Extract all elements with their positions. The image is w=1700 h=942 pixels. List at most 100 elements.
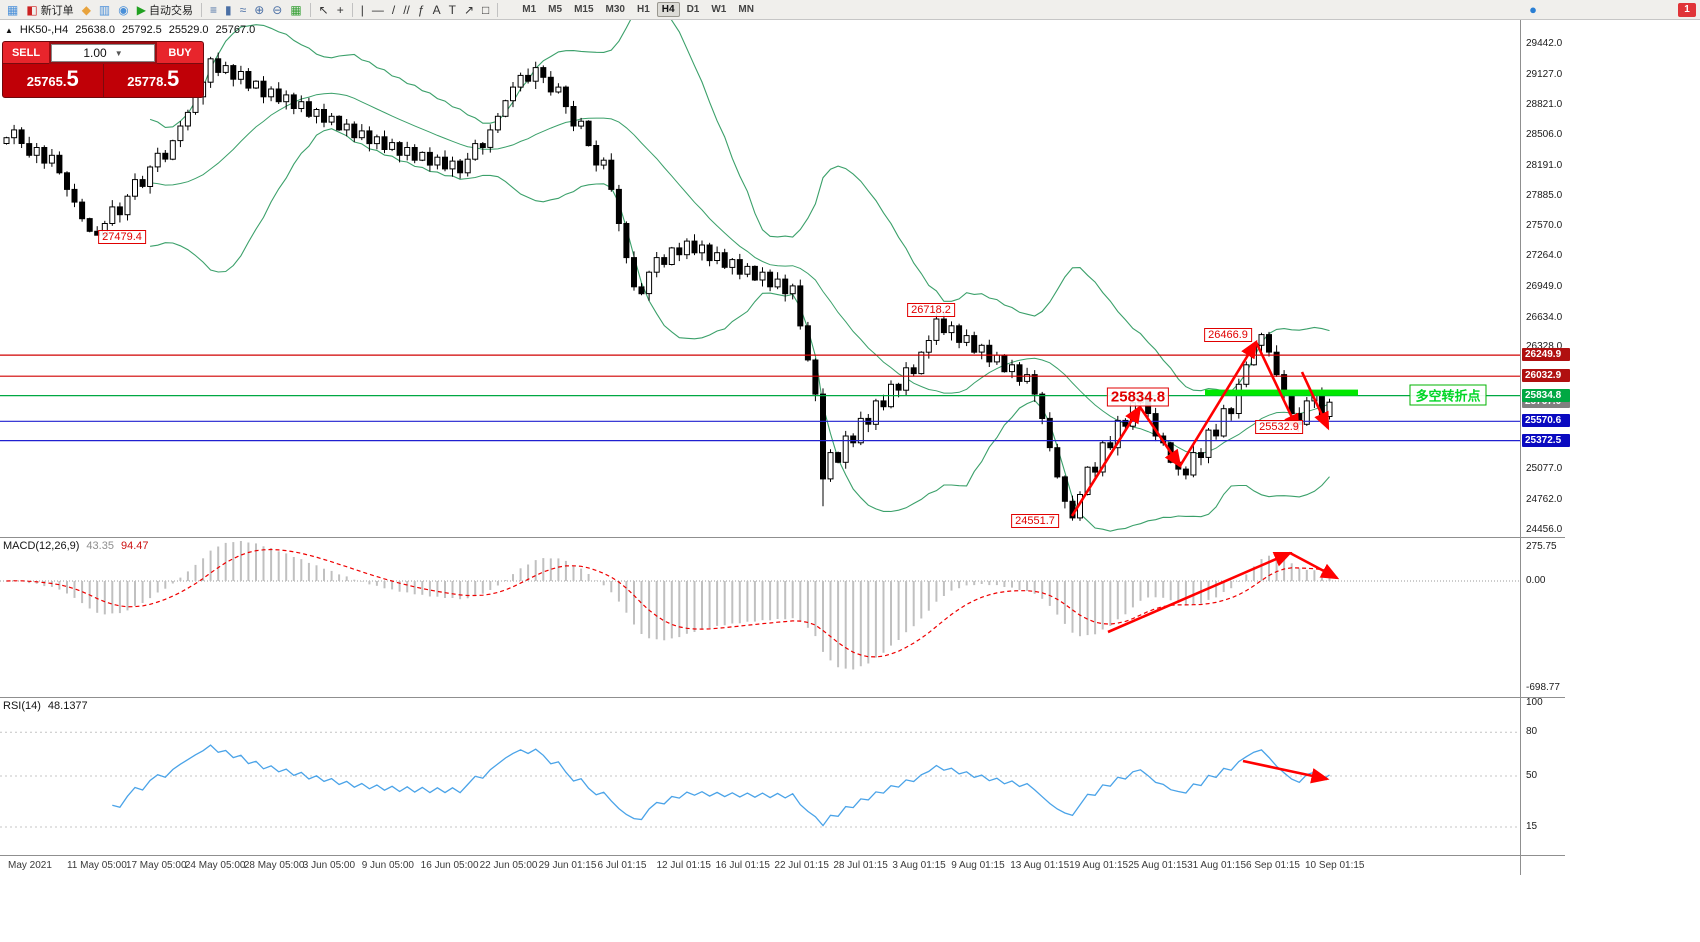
- ohlc-high: 25792.5: [121, 24, 162, 36]
- tile-windows-icon[interactable]: ▦: [286, 1, 305, 19]
- cursor-icon: ↖: [318, 2, 329, 17]
- time-axis-label: 31 Aug 01:15: [1187, 860, 1247, 871]
- community-icon[interactable]: ●: [1529, 2, 1537, 17]
- panel-divider: [0, 537, 1565, 538]
- market-watch-icon[interactable]: ▥: [95, 1, 114, 19]
- price-chart[interactable]: [0, 20, 1520, 537]
- candlestick-chart-icon[interactable]: ▮: [221, 1, 236, 19]
- rsi-axis-label: 15: [1526, 821, 1538, 832]
- toolbar-separator: [497, 2, 499, 17]
- horizontal-line-icon[interactable]: —: [368, 1, 388, 19]
- candles: [3, 52, 1333, 521]
- zoom-out-icon[interactable]: ⊖: [268, 1, 286, 19]
- shapes-icon[interactable]: □: [478, 1, 493, 19]
- text-icon[interactable]: A: [429, 1, 445, 19]
- time-axis-label: 29 Jun 01:15: [538, 860, 597, 871]
- price-axis-label: 27264.0: [1526, 250, 1563, 262]
- trendline-icon[interactable]: /: [388, 1, 399, 19]
- timeframe-h1[interactable]: H1: [636, 4, 650, 15]
- arrow-tool-icon[interactable]: ↗: [460, 1, 478, 19]
- timeframe-w1[interactable]: W1: [711, 4, 727, 15]
- vertical-line-icon[interactable]: |: [357, 1, 368, 19]
- macd-histogram: [13, 541, 1331, 670]
- timeframe-m30[interactable]: M30: [605, 4, 625, 15]
- buy-button[interactable]: BUY: [157, 42, 203, 64]
- toolbar-separator: [200, 2, 202, 17]
- zoom-out-icon: ⊖: [272, 2, 283, 17]
- macd-axis-label: 275.75: [1526, 541, 1557, 552]
- volume-value: 1.00: [83, 46, 107, 60]
- time-axis-label: 16 Jun 05:00: [420, 860, 479, 871]
- time-axis-label: 17 May 05:00: [125, 860, 187, 871]
- notification-badge[interactable]: 1: [1678, 3, 1696, 17]
- price-axis-label: 24456.0: [1526, 523, 1563, 535]
- rsi-label: RSI(14): [3, 700, 41, 712]
- price-callout[interactable]: 26718.2: [907, 303, 955, 317]
- data-window-icon[interactable]: ◉: [114, 1, 132, 19]
- timeframe-m5[interactable]: M5: [548, 4, 563, 15]
- volume-dropdown-icon[interactable]: ▼: [114, 48, 123, 58]
- rsi-axis-label: 80: [1526, 726, 1538, 738]
- time-axis-label: 16 Jul 01:15: [715, 860, 770, 871]
- crosshair-icon: +: [336, 2, 344, 17]
- macd-title: MACD(12,26,9) 43.35 94.47: [3, 540, 148, 552]
- timeframe-h4[interactable]: H4: [656, 2, 680, 17]
- turn-point-label[interactable]: 多空转折点: [1409, 384, 1487, 406]
- sell-price-main: 25765.: [26, 74, 67, 89]
- time-axis-label: 24 May 05:00: [184, 860, 246, 871]
- price-axis-label: 24762.0: [1526, 494, 1563, 506]
- sell-price-pips: 5: [66, 66, 79, 91]
- timeframe-mn[interactable]: MN: [738, 4, 754, 15]
- horizontal-line-icon: —: [371, 2, 384, 17]
- timeframe-m15[interactable]: M15: [574, 4, 594, 15]
- price-axis-badge: 25372.5: [1522, 433, 1570, 447]
- time-axis-label: 6 Sep 01:15: [1246, 860, 1300, 871]
- horizontal-lines[interactable]: [0, 354, 1520, 442]
- price-axis[interactable]: 275.75 0.00 -698.77 100 80 50 15 29442.0 29127.0…: [1520, 20, 1700, 875]
- bar-chart-icon[interactable]: ≡: [206, 1, 221, 19]
- chart-window-icon: ▦: [3, 1, 22, 19]
- channel-icon[interactable]: //: [399, 1, 414, 19]
- zoom-in-icon[interactable]: ⊕: [250, 1, 268, 19]
- buy-price[interactable]: 25778. 5: [104, 64, 204, 97]
- new-order-button[interactable]: ◧ 新订单: [22, 1, 77, 19]
- price-axis-label: 27885.0: [1526, 189, 1563, 201]
- price-callout[interactable]: 24551.7: [1011, 514, 1059, 528]
- fibonacci-icon: ƒ: [417, 2, 425, 17]
- macd-axis-label: 0.00: [1526, 575, 1546, 586]
- price-callout[interactable]: 25834.8: [1106, 387, 1170, 407]
- price-callout[interactable]: 27479.4: [98, 230, 146, 244]
- price-callout[interactable]: 25532.9: [1255, 420, 1303, 434]
- price-callout[interactable]: 26466.9: [1204, 328, 1252, 342]
- line-chart-icon[interactable]: ≈: [236, 1, 251, 19]
- tile-windows-icon: ▦: [290, 2, 302, 17]
- macd-value-signal: 94.47: [120, 540, 149, 552]
- price-axis-label: 28191.0: [1526, 159, 1563, 171]
- rsi-trend-arrows[interactable]: [1242, 759, 1330, 784]
- time-axis-label: May 2021: [8, 860, 52, 871]
- rsi-panel[interactable]: [0, 697, 1520, 855]
- volume-stepper[interactable]: 1.00 ▼: [51, 44, 155, 62]
- macd-trend-arrows[interactable]: [1107, 551, 1340, 634]
- fibonacci-icon[interactable]: ƒ: [414, 1, 429, 19]
- timeframe-d1[interactable]: D1: [686, 4, 700, 15]
- macd-panel[interactable]: [0, 537, 1520, 697]
- time-axis[interactable]: May 2021 11 May 05:00 17 May 05:00 24 May 0…: [0, 855, 1565, 875]
- profiles-icon[interactable]: ◆: [78, 1, 95, 19]
- symbol-period: HK50-,H4: [19, 24, 69, 36]
- cursor-icon[interactable]: ↖: [315, 1, 333, 19]
- timeframe-m1[interactable]: M1: [522, 4, 537, 15]
- autotrade-button[interactable]: ▶ 自动交易: [133, 1, 197, 19]
- rsi-axis-label: 100: [1526, 697, 1543, 708]
- macd-axis-label: -698.77: [1526, 682, 1560, 693]
- crosshair-icon[interactable]: +: [333, 1, 348, 19]
- label-icon[interactable]: T: [445, 1, 460, 19]
- time-axis-label: 11 May 05:00: [66, 860, 127, 871]
- new-order-button-label: 新订单: [40, 4, 74, 17]
- trend-arrows[interactable]: [1070, 339, 1330, 517]
- sell-price[interactable]: 25765. 5: [3, 64, 103, 97]
- ohlc-open: 25638.0: [75, 24, 115, 36]
- price-axis-label: 26949.0: [1526, 280, 1563, 292]
- sell-button[interactable]: SELL: [3, 42, 49, 64]
- macd-signal-line: [6, 548, 1330, 658]
